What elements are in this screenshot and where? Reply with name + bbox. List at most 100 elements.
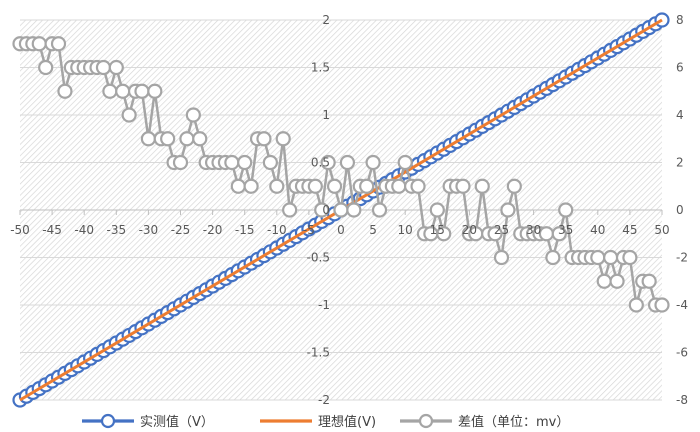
legend-item: 差值（单位：mv） [400, 413, 569, 430]
x-tick-label: 50 [654, 223, 669, 237]
series-difference-point [391, 178, 407, 194]
series-difference-point [224, 154, 240, 171]
series-difference-point [487, 226, 503, 242]
series-difference-point [429, 202, 445, 218]
x-tick-label: -15 [235, 223, 255, 237]
x-tick-label: 45 [622, 223, 637, 237]
y-left-tick-label: 1.5 [311, 61, 330, 75]
series-difference-point [436, 226, 452, 242]
series-difference-point [50, 36, 67, 52]
x-tick-label: 20 [462, 223, 477, 237]
series-difference-point [410, 178, 426, 194]
x-tick-label: -50 [10, 223, 30, 237]
series-difference-point [474, 178, 490, 194]
x-tick-label: -35 [106, 223, 126, 237]
series-difference-point [622, 249, 638, 266]
series-difference-point [121, 107, 137, 123]
tick-labels: -50 -45 -40 -35 -30 -25 -20 -15 -10 -5 0 5 10 15 20 25 3… [10, 13, 688, 407]
series-difference-point [339, 154, 356, 171]
series-difference-point [654, 297, 670, 313]
series-difference-point [237, 154, 253, 171]
series-difference-point [275, 131, 291, 147]
y-left-tick-label: 2 [322, 13, 330, 27]
series-difference [12, 36, 670, 313]
series-difference-point [185, 107, 201, 123]
series-difference-point [95, 59, 112, 76]
series-difference-point [371, 202, 388, 218]
x-tick-label: 5 [369, 223, 377, 237]
series-difference-point [115, 83, 131, 99]
series-difference-point [172, 154, 189, 171]
series-difference-point [262, 154, 278, 171]
x-tick-label: -20 [203, 223, 223, 237]
legend-label: 差值（单位：mv） [458, 414, 569, 430]
series-difference-point [590, 249, 606, 266]
series-difference-point [269, 178, 285, 194]
x-tick-label: 35 [558, 223, 573, 237]
legend-marker [418, 413, 434, 429]
legend-marker [100, 413, 116, 429]
x-tick-label: -10 [267, 223, 287, 237]
series-difference-point [256, 131, 272, 147]
y-right-tick-label: -4 [676, 298, 688, 312]
y-left-tick-label: -2 [318, 393, 330, 407]
y-left-tick-label: -1 [318, 298, 330, 312]
series-difference-point [108, 59, 124, 76]
y-right-tick-label: 6 [676, 61, 684, 75]
series-difference-point [506, 178, 522, 194]
series-difference-point [641, 273, 657, 289]
x-tick-label: -40 [74, 223, 94, 237]
series-difference-point [179, 131, 195, 147]
x-tick-label: -30 [139, 223, 159, 237]
y-right-tick-label: -8 [676, 393, 688, 407]
series-difference-point [140, 131, 156, 147]
x-tick-label: 30 [526, 223, 541, 237]
series-difference-point [192, 131, 208, 147]
series-difference-point [346, 202, 362, 218]
y-right-tick-label: -6 [676, 346, 688, 360]
series-difference-point [538, 226, 555, 242]
series-difference-point [314, 202, 330, 218]
y-left-tick-label: 1 [322, 108, 330, 122]
series-difference-point [359, 178, 375, 194]
series-difference-point [596, 273, 612, 289]
x-tick-label: 40 [590, 223, 605, 237]
series-difference-point [160, 131, 176, 147]
x-tick-label: 15 [430, 223, 445, 237]
series-difference-point [147, 83, 163, 99]
series-difference-point [493, 249, 510, 266]
legend-label: 实测值（V） [140, 414, 214, 430]
series-difference-point [38, 59, 54, 76]
series-difference-point [326, 178, 343, 194]
y-right-tick-label: 0 [676, 203, 684, 217]
y-left-tick-label: 0.5 [311, 156, 330, 170]
series-difference-point [333, 202, 349, 218]
series-difference-point [551, 226, 567, 242]
series-difference-point [603, 249, 619, 266]
legend-item: 理想值(V) [260, 414, 376, 430]
y-left-tick-label: -1.5 [307, 346, 330, 360]
y-right-tick-label: 2 [676, 156, 684, 170]
y-right-tick-label: 8 [676, 13, 684, 27]
series-difference-point [397, 154, 413, 171]
series-difference-point [500, 202, 516, 218]
legend: 实测值（V） 理想值(V) 差值（单位：mv） [82, 413, 569, 430]
series-difference-point [31, 36, 47, 52]
series-difference-point [628, 297, 644, 313]
series-difference-point [282, 202, 298, 218]
x-tick-label: -5 [303, 223, 315, 237]
series-difference-point [558, 202, 574, 218]
y-left-tick-label: 0 [322, 203, 330, 217]
series-difference-point [320, 154, 336, 171]
x-tick-label: 25 [494, 223, 509, 237]
series-difference-point [102, 83, 118, 99]
series-difference-point [609, 273, 625, 289]
x-tick-label: 10 [398, 223, 413, 237]
series-difference-point [545, 249, 561, 266]
x-tick-label: -45 [42, 223, 62, 237]
series-difference-point [455, 178, 471, 194]
series-difference-point [134, 83, 150, 99]
y-left-tick-label: -0.5 [307, 251, 330, 265]
y-right-tick-label: 4 [676, 108, 684, 122]
y-right-tick-label: -2 [676, 251, 688, 265]
